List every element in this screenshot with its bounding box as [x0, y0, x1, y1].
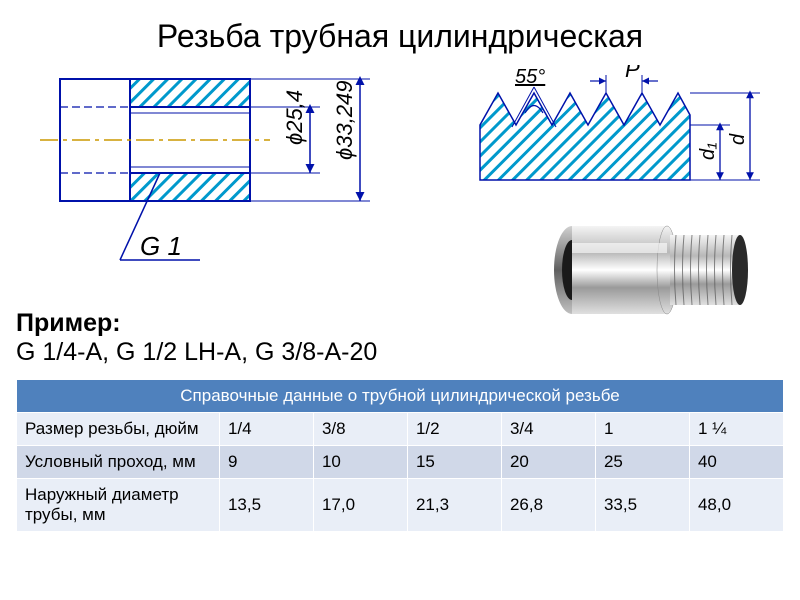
table-row: Наружный диаметр трубы, мм 13,5 17,0 21,… [17, 479, 784, 532]
table-header: Справочные данные о трубной цилиндрическ… [17, 380, 784, 413]
d-label: d [727, 133, 749, 145]
cell: 3/8 [313, 413, 407, 446]
reference-table: Справочные данные о трубной цилиндрическ… [16, 379, 784, 532]
dim-inner: ϕ25,4 [282, 90, 307, 145]
cell: 1 ¼ [689, 413, 783, 446]
row-label: Условный проход, мм [17, 446, 220, 479]
cell: 26,8 [501, 479, 595, 532]
cell: 20 [501, 446, 595, 479]
row-label: Наружный диаметр трубы, мм [17, 479, 220, 532]
cell: 1/4 [219, 413, 313, 446]
diagram-area: ϕ25,4 ϕ33,249 G 1 55° P d₁ [0, 65, 800, 305]
cell: 25 [595, 446, 689, 479]
cell: 1/2 [407, 413, 501, 446]
cell: 9 [219, 446, 313, 479]
angle-label: 55° [515, 66, 545, 88]
example-text: G 1/4-A, G 1/2 LH-A, G 3/8-A-20 [16, 338, 780, 367]
left-drawing: ϕ25,4 ϕ33,249 G 1 [10, 65, 420, 305]
cell: 48,0 [689, 479, 783, 532]
cell: 1 [595, 413, 689, 446]
table-row: Размер резьбы, дюйм 1/4 3/8 1/2 3/4 1 1 … [17, 413, 784, 446]
cell: 21,3 [407, 479, 501, 532]
d1-label: d₁ [697, 143, 719, 160]
cell: 40 [689, 446, 783, 479]
cell: 3/4 [501, 413, 595, 446]
callout-g1: G 1 [140, 231, 182, 261]
cell: 33,5 [595, 479, 689, 532]
right-drawing: 55° P d₁ d [470, 65, 770, 205]
cell: 17,0 [313, 479, 407, 532]
row-label: Размер резьбы, дюйм [17, 413, 220, 446]
cell: 13,5 [219, 479, 313, 532]
pitch-label: P [625, 65, 640, 82]
fitting-photo [550, 215, 760, 325]
dim-outer: ϕ33,249 [332, 80, 357, 160]
cell: 10 [313, 446, 407, 479]
page-title: Резьба трубная цилиндрическая [0, 0, 800, 65]
cell: 15 [407, 446, 501, 479]
table-row: Условный проход, мм 9 10 15 20 25 40 [17, 446, 784, 479]
